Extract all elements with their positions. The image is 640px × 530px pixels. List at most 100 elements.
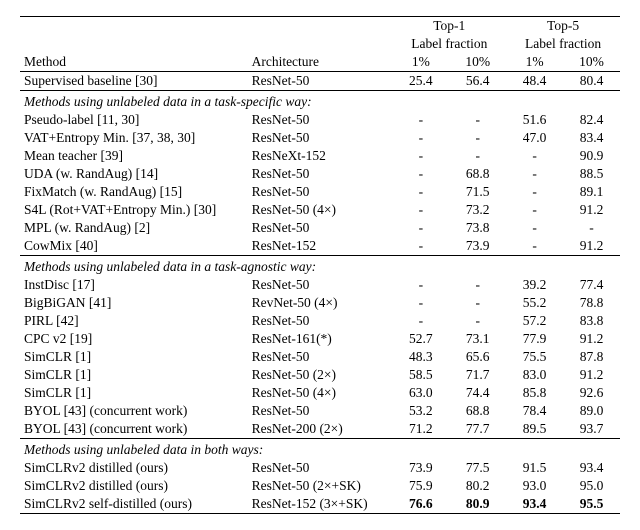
cell-method: VAT+Entropy Min. [37, 38, 30] — [20, 129, 248, 147]
cell-val: 91.2 — [563, 237, 620, 256]
cell-arch: ResNet-50 — [248, 276, 393, 294]
cell-method: SimCLRv2 distilled (ours) — [20, 477, 248, 495]
cell-val: 71.2 — [392, 420, 449, 439]
section-title: Methods using unlabeled data in a task-a… — [20, 256, 620, 277]
cell-method: S4L (Rot+VAT+Entropy Min.) [30] — [20, 201, 248, 219]
cell-method: CPC v2 [19] — [20, 330, 248, 348]
cell-val: - — [506, 219, 563, 237]
col-arch: Architecture — [248, 17, 393, 72]
cell-arch: ResNet-161(*) — [248, 330, 393, 348]
cell-arch: ResNet-50 (2×) — [248, 366, 393, 384]
cell-val: 25.4 — [392, 72, 449, 91]
cell-val: 83.4 — [563, 129, 620, 147]
cell-method: BYOL [43] (concurrent work) — [20, 420, 248, 439]
col-10pct: 10% — [449, 53, 506, 72]
cell-val: 89.1 — [563, 183, 620, 201]
cell-arch: ResNet-50 — [248, 129, 393, 147]
cell-val: - — [449, 111, 506, 129]
cell-val: 65.6 — [449, 348, 506, 366]
cell-method: FixMatch (w. RandAug) [15] — [20, 183, 248, 201]
table-row: CPC v2 [19]ResNet-161(*)52.773.177.991.2 — [20, 330, 620, 348]
table-row: FixMatch (w. RandAug) [15]ResNet-50-71.5… — [20, 183, 620, 201]
cell-val: 53.2 — [392, 402, 449, 420]
cell-val: - — [392, 201, 449, 219]
cell-method: SimCLRv2 self-distilled (ours) — [20, 495, 248, 514]
cell-val: - — [392, 129, 449, 147]
col-1pct: 1% — [506, 53, 563, 72]
cell-arch: ResNet-152 — [248, 237, 393, 256]
table-row: BYOL [43] (concurrent work)ResNet-200 (2… — [20, 420, 620, 439]
cell-arch: ResNet-50 — [248, 459, 393, 477]
cell-val: 80.2 — [449, 477, 506, 495]
table-row: CowMix [40]ResNet-152-73.9-91.2 — [20, 237, 620, 256]
cell-val: - — [506, 183, 563, 201]
section-title: Methods using unlabeled data in both way… — [20, 439, 620, 460]
cell-val: - — [392, 147, 449, 165]
cell-val: 63.0 — [392, 384, 449, 402]
cell-val: - — [449, 129, 506, 147]
table-row: Supervised baseline [30] ResNet-50 25.4 … — [20, 72, 620, 91]
table-row: Mean teacher [39]ResNeXt-152---90.9 — [20, 147, 620, 165]
cell-arch: ResNet-50 (4×) — [248, 201, 393, 219]
cell-val: 58.5 — [392, 366, 449, 384]
cell-val: 93.4 — [506, 495, 563, 514]
cell-val: 73.9 — [449, 237, 506, 256]
cell-val: 77.5 — [449, 459, 506, 477]
table-row: MPL (w. RandAug) [2]ResNet-50-73.8-- — [20, 219, 620, 237]
cell-val: - — [449, 294, 506, 312]
cell-val: - — [392, 183, 449, 201]
cell-val: 87.8 — [563, 348, 620, 366]
col-top5: Top-5 — [506, 17, 620, 36]
cell-arch: ResNet-50 — [248, 219, 393, 237]
section-title: Methods using unlabeled data in a task-s… — [20, 91, 620, 112]
cell-arch: RevNet-50 (4×) — [248, 294, 393, 312]
cell-val: - — [449, 312, 506, 330]
cell-method: BigBiGAN [41] — [20, 294, 248, 312]
table-row: S4L (Rot+VAT+Entropy Min.) [30]ResNet-50… — [20, 201, 620, 219]
table-row: SimCLRv2 distilled (ours)ResNet-5073.977… — [20, 459, 620, 477]
cell-val: 88.5 — [563, 165, 620, 183]
cell-val: 71.5 — [449, 183, 506, 201]
cell-val: 76.6 — [392, 495, 449, 514]
cell-method: Pseudo-label [11, 30] — [20, 111, 248, 129]
cell-val: - — [506, 201, 563, 219]
cell-val: - — [392, 312, 449, 330]
table-row: BYOL [43] (concurrent work)ResNet-5053.2… — [20, 402, 620, 420]
table-row: InstDisc [17]ResNet-50--39.277.4 — [20, 276, 620, 294]
cell-val: 77.9 — [506, 330, 563, 348]
cell-val: 57.2 — [506, 312, 563, 330]
cell-val: 77.4 — [563, 276, 620, 294]
cell-val: 78.4 — [506, 402, 563, 420]
cell-val: 78.8 — [563, 294, 620, 312]
results-table: Method Architecture Top-1 Top-5 Label fr… — [20, 16, 620, 514]
cell-val: - — [449, 276, 506, 294]
cell-val: 51.6 — [506, 111, 563, 129]
cell-arch: ResNet-200 (2×) — [248, 420, 393, 439]
cell-val: 68.8 — [449, 165, 506, 183]
table-row: SimCLR [1]ResNet-50 (2×)58.571.783.091.2 — [20, 366, 620, 384]
table-row: SimCLRv2 distilled (ours)ResNet-50 (2×+S… — [20, 477, 620, 495]
cell-val: 91.2 — [563, 330, 620, 348]
cell-val: 74.4 — [449, 384, 506, 402]
cell-val: 48.4 — [506, 72, 563, 91]
cell-val: 80.4 — [563, 72, 620, 91]
cell-val: - — [449, 147, 506, 165]
cell-val: 83.0 — [506, 366, 563, 384]
table-row: PIRL [42]ResNet-50--57.283.8 — [20, 312, 620, 330]
cell-val: 83.8 — [563, 312, 620, 330]
cell-arch: ResNet-50 — [248, 183, 393, 201]
cell-val: - — [392, 294, 449, 312]
cell-arch: ResNet-50 — [248, 312, 393, 330]
cell-val: - — [506, 165, 563, 183]
cell-val: 68.8 — [449, 402, 506, 420]
cell-method: UDA (w. RandAug) [14] — [20, 165, 248, 183]
cell-val: 56.4 — [449, 72, 506, 91]
cell-arch: ResNet-50 — [248, 402, 393, 420]
cell-val: 80.9 — [449, 495, 506, 514]
cell-arch: ResNeXt-152 — [248, 147, 393, 165]
cell-arch: ResNet-50 — [248, 111, 393, 129]
col-1pct: 1% — [392, 53, 449, 72]
cell-val: 73.2 — [449, 201, 506, 219]
cell-method: BYOL [43] (concurrent work) — [20, 402, 248, 420]
table-row: SimCLRv2 self-distilled (ours)ResNet-152… — [20, 495, 620, 514]
